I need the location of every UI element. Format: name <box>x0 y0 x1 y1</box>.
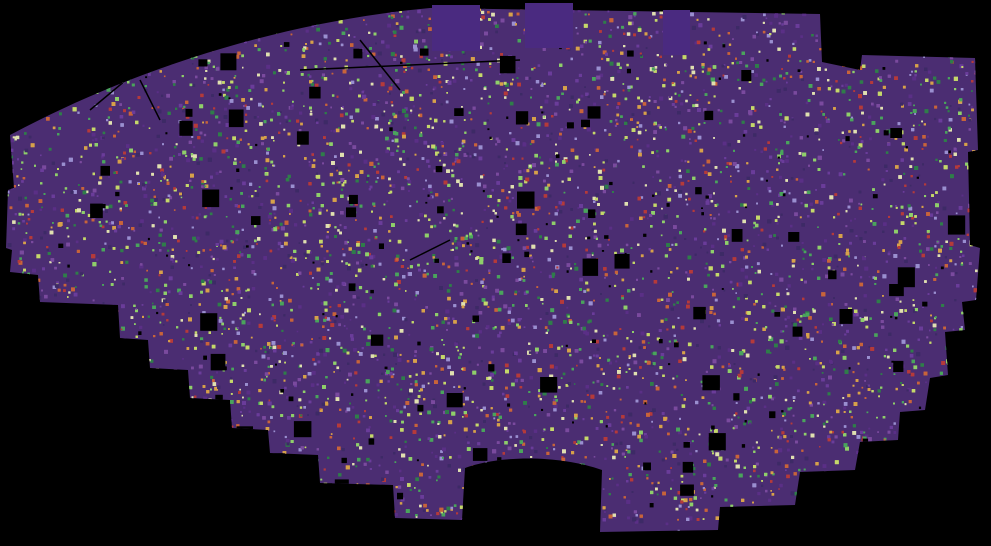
blank-tile <box>663 10 690 55</box>
blank-tile <box>432 5 480 51</box>
blank-tiles <box>432 3 690 55</box>
blank-tile <box>525 3 573 48</box>
